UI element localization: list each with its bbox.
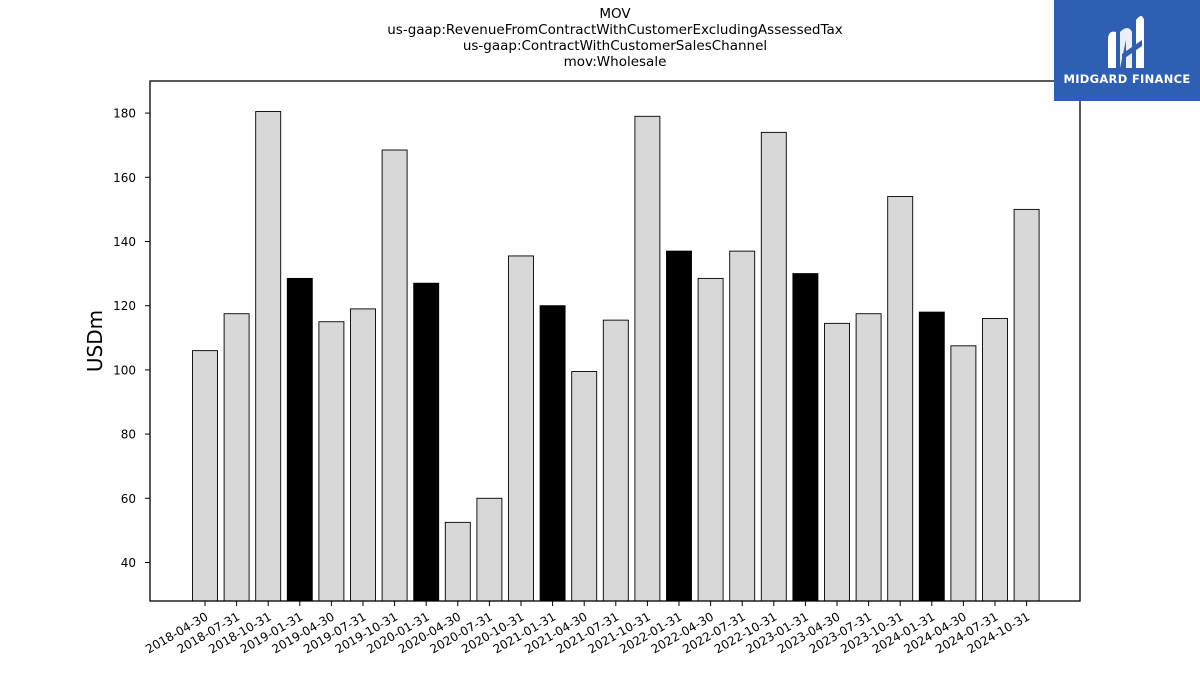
x-axis: 2018-04-302018-07-312018-10-312019-01-31… bbox=[143, 601, 1032, 656]
bar-2019-07-31 bbox=[350, 308, 376, 602]
y-tick-label: 160 bbox=[113, 171, 136, 185]
bar-2022-01-31 bbox=[666, 250, 692, 602]
bar-2024-01-31 bbox=[918, 311, 945, 602]
bars-group bbox=[192, 111, 1040, 602]
bar-2024-07-31 bbox=[982, 318, 1008, 602]
logo-text: MIDGARD FINANCE bbox=[1063, 72, 1191, 86]
bar-2024-04-30 bbox=[950, 345, 977, 602]
bar-2024-10-31 bbox=[1013, 208, 1040, 602]
bar-2020-07-31 bbox=[476, 497, 503, 602]
y-tick-label: 100 bbox=[113, 363, 136, 377]
midgard-logo-icon bbox=[1108, 16, 1144, 68]
y-axis-label: USDm bbox=[83, 310, 107, 372]
bar-2021-01-31 bbox=[539, 305, 566, 602]
y-tick-label: 120 bbox=[113, 299, 136, 313]
title-line-axis: us-gaap:ContractWithCustomerSalesChannel bbox=[462, 38, 768, 54]
bar-2018-04-30 bbox=[192, 350, 218, 602]
bar-2021-10-31 bbox=[634, 115, 661, 602]
y-tick-label: 40 bbox=[121, 556, 136, 570]
bar-2020-10-31 bbox=[508, 255, 534, 602]
y-tick-label: 140 bbox=[113, 235, 136, 249]
chart-title: MOV us-gaap:RevenueFromContractWithCusto… bbox=[150, 6, 1080, 70]
plot-frame bbox=[149, 80, 1081, 602]
title-line-ticker: MOV bbox=[599, 6, 631, 22]
bar-2019-10-31 bbox=[381, 149, 408, 602]
y-tick-label: 80 bbox=[121, 428, 136, 442]
bar-2022-04-30 bbox=[697, 277, 724, 602]
bar-2020-01-31 bbox=[413, 282, 440, 602]
bar-2018-10-31 bbox=[255, 111, 282, 602]
bar-2021-04-30 bbox=[571, 371, 598, 602]
title-line-member: mov:Wholesale bbox=[563, 54, 667, 70]
bar-2023-07-31 bbox=[855, 313, 882, 602]
y-tick-label: 60 bbox=[121, 492, 136, 506]
bar-2023-01-31 bbox=[792, 273, 819, 602]
bar-2022-10-31 bbox=[760, 131, 787, 602]
bar-2021-07-31 bbox=[602, 319, 629, 602]
midgard-finance-logo: MIDGARD FINANCE bbox=[1054, 0, 1200, 101]
title-line-concept: us-gaap:RevenueFromContractWithCustomerE… bbox=[387, 22, 843, 38]
bar-2022-07-31 bbox=[729, 250, 756, 602]
y-axis: 40 60 80 100 120 140 160 180 bbox=[113, 107, 150, 570]
bar-2023-10-31 bbox=[887, 196, 914, 602]
bar-2019-01-31 bbox=[286, 277, 313, 602]
bar-2019-04-30 bbox=[318, 321, 345, 602]
bar-2020-04-30 bbox=[444, 521, 471, 602]
y-tick-label: 180 bbox=[113, 107, 136, 121]
bar-2018-07-31 bbox=[223, 313, 250, 602]
bar-2023-04-30 bbox=[824, 322, 850, 602]
